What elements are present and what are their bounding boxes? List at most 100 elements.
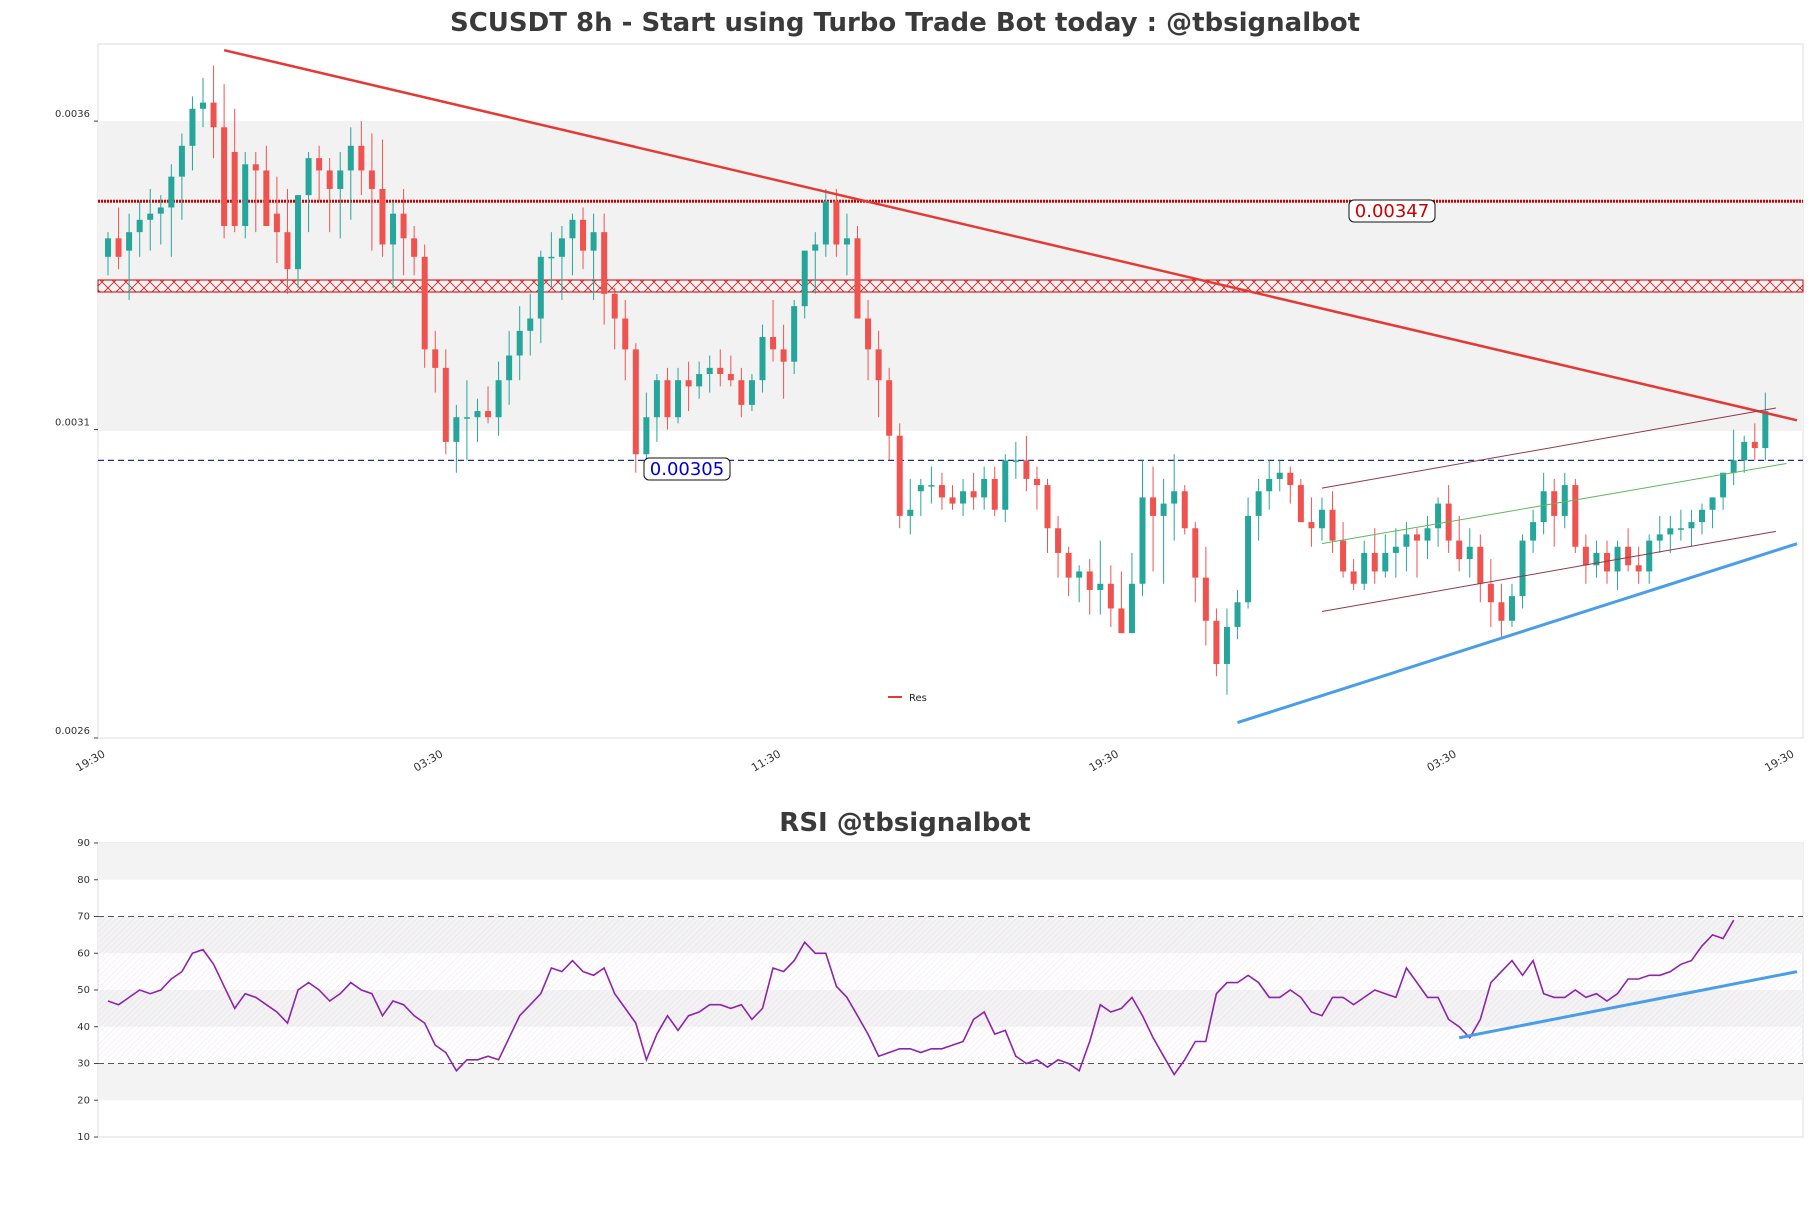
candle-body — [1530, 522, 1537, 541]
trendlines — [223, 48, 1798, 725]
candle-body — [1223, 626, 1230, 664]
candle-body — [295, 195, 302, 270]
candle-body — [1097, 583, 1104, 590]
candle-body — [653, 380, 660, 418]
rsi-series-line — [107, 919, 1735, 1076]
candle-body — [1308, 522, 1315, 529]
candle-body — [1593, 552, 1600, 566]
rsi-y-tick-label: 70 — [77, 912, 90, 923]
price-levels — [97, 199, 1804, 461]
candle-body — [928, 485, 935, 487]
candle-body — [390, 213, 397, 245]
rsi-y-tick-label: 60 — [77, 948, 90, 959]
candle-body — [812, 244, 819, 251]
candle-body — [316, 158, 323, 171]
candle-body — [970, 491, 977, 498]
candle-body — [1688, 522, 1695, 529]
candle-body — [1730, 460, 1737, 473]
candle-body — [453, 417, 460, 442]
x-tick-label: 11:30 — [749, 747, 783, 774]
candle-body — [1255, 491, 1262, 516]
candle-body — [442, 367, 449, 442]
candle-body — [147, 213, 154, 220]
candle-body — [252, 164, 259, 171]
candle-body — [770, 337, 777, 350]
candle-body — [200, 102, 207, 109]
candle-body — [1012, 460, 1019, 462]
rsi-line — [107, 919, 1798, 1076]
candle-body — [727, 374, 734, 381]
candle-body — [854, 238, 861, 319]
candle-body — [717, 367, 724, 375]
candle-body — [843, 238, 850, 245]
y-tick-label: 0.0026 — [55, 726, 90, 737]
candle-body — [474, 411, 481, 418]
candle-body — [485, 411, 492, 418]
candle-body — [664, 380, 671, 418]
rsi-y-tick-label: 90 — [77, 838, 90, 849]
candle-body — [1371, 552, 1378, 572]
candle-body — [1266, 478, 1273, 492]
candle-body — [1762, 411, 1769, 449]
candle-body — [1698, 509, 1705, 523]
candle-body — [1245, 515, 1252, 603]
rsi-y-tick-label: 40 — [77, 1022, 90, 1033]
candle-body — [1329, 509, 1336, 541]
candle-body — [886, 380, 893, 436]
rsi-y-axis: 10 20 30 40 50 60 70 80 90 — [77, 838, 98, 1143]
rsi-y-tick-label: 10 — [77, 1132, 90, 1143]
rsi-y-tick-label: 50 — [77, 985, 90, 996]
candle-body — [1572, 485, 1579, 547]
price-level-labels: 0.00347 0.00305 — [643, 199, 1436, 481]
candle-body — [601, 232, 608, 294]
candle-body — [1667, 528, 1674, 535]
y-tick-label: 0.0036 — [55, 109, 90, 120]
candle-body — [896, 435, 903, 516]
candle-body — [1508, 596, 1515, 621]
candle-body — [1033, 478, 1040, 486]
x-tick-label: 03:30 — [411, 747, 445, 774]
resistance-label-box — [1348, 199, 1436, 223]
x-tick-label: 03:30 — [1425, 747, 1459, 774]
candle-body — [1720, 472, 1727, 498]
candle-body — [643, 417, 650, 455]
candle-body — [105, 238, 111, 257]
main-chart-title: SCUSDT 8h - Start using Turbo Trade Bot … — [450, 8, 1360, 38]
candle-body — [337, 170, 344, 189]
trendline-res — [223, 48, 1798, 422]
candle-body — [379, 188, 386, 245]
candle-body — [833, 201, 840, 245]
rsi-y-tick-label: 30 — [77, 1059, 90, 1070]
candle-body — [1086, 571, 1093, 590]
candle-body — [1002, 460, 1009, 510]
rsi-y-tick-label: 20 — [77, 1095, 90, 1106]
candle-body — [1656, 534, 1663, 541]
candle-body — [242, 164, 249, 226]
candle-body — [685, 380, 692, 387]
candle-body — [326, 170, 333, 189]
candle-body — [1202, 577, 1209, 621]
candle-body — [305, 158, 312, 196]
candle-body — [706, 367, 713, 375]
candle-body — [622, 318, 629, 350]
rsi-band-shade — [98, 843, 1803, 880]
candle-body — [432, 349, 439, 368]
x-tick-label: 19:30 — [1087, 747, 1121, 774]
candle-body — [516, 330, 523, 356]
candle-body — [1413, 534, 1420, 541]
candle-body — [1350, 571, 1357, 584]
candle-body — [1150, 497, 1157, 516]
candle-body — [231, 151, 238, 226]
candle-body — [632, 349, 639, 455]
candle-body — [1297, 485, 1304, 523]
candle-body — [1023, 460, 1030, 479]
support-label-box — [643, 457, 731, 481]
candle-body — [917, 485, 924, 492]
candle-body — [1519, 540, 1526, 597]
candle-body — [875, 349, 882, 381]
candle-body — [1741, 441, 1748, 461]
candle-body — [1213, 620, 1220, 664]
candle-body — [1171, 491, 1178, 504]
candle-body — [136, 219, 143, 233]
